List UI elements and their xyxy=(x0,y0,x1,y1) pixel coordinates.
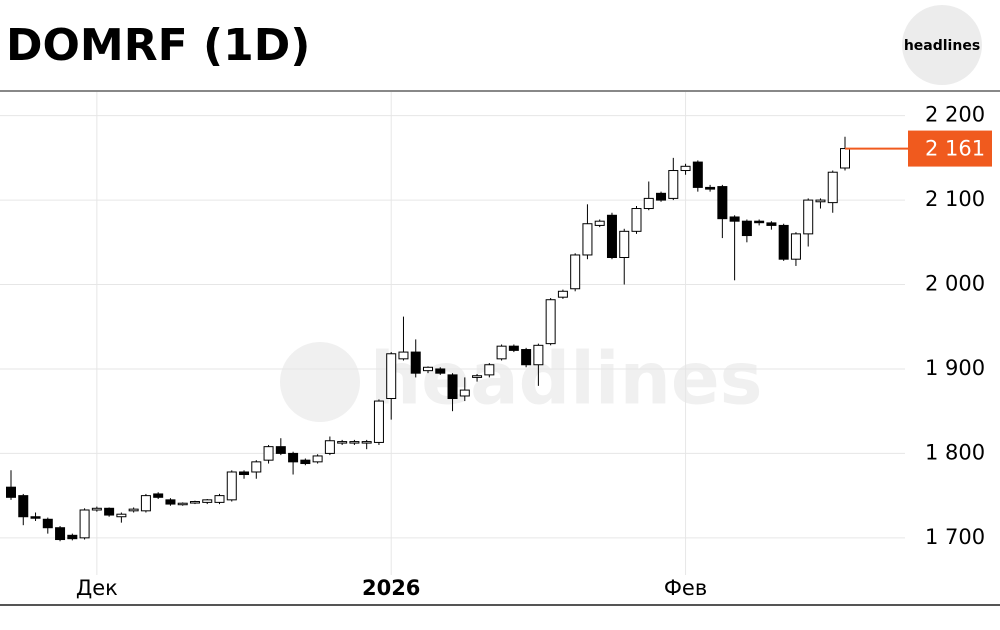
candle-body xyxy=(717,186,728,220)
candle-body xyxy=(6,486,16,498)
candle-body xyxy=(386,353,397,400)
candle-body xyxy=(398,351,409,360)
chart-title: DOMRF (1D) xyxy=(6,20,310,71)
candle-body xyxy=(226,471,237,501)
candle-body xyxy=(803,199,814,235)
candle-body xyxy=(337,441,348,444)
x-tick-label: Дек xyxy=(76,576,118,600)
candle-body xyxy=(18,495,29,518)
candle-body xyxy=(349,441,360,444)
last-price-label: 2 161 xyxy=(925,137,985,161)
candle-body xyxy=(815,199,826,203)
y-tick-label: 1 900 xyxy=(925,356,985,380)
candle-body xyxy=(324,440,335,454)
candle-body xyxy=(67,534,78,540)
candle-body xyxy=(594,220,605,226)
candle-body xyxy=(300,459,311,465)
candle-body xyxy=(275,446,286,454)
candle-body xyxy=(840,148,850,169)
candle-body xyxy=(741,220,752,237)
candle-body xyxy=(521,349,532,366)
candle-body xyxy=(104,507,115,516)
candle-body xyxy=(496,345,507,360)
y-tick-label: 2 100 xyxy=(925,187,985,211)
candle-body xyxy=(656,192,667,201)
candle-body xyxy=(116,513,127,518)
candle-body xyxy=(91,507,102,511)
x-tick-label: Фев xyxy=(664,576,707,600)
candle-body xyxy=(251,461,262,473)
candle-body xyxy=(423,366,433,372)
candle-body xyxy=(263,446,274,461)
watermark-icon xyxy=(280,342,360,422)
candle-body xyxy=(790,233,801,260)
watermark: headlines xyxy=(370,337,763,421)
candle-body xyxy=(410,351,421,374)
candle-body xyxy=(766,222,777,226)
candle-body xyxy=(288,452,299,463)
brand-logo xyxy=(902,5,982,85)
candle-body xyxy=(312,455,323,463)
y-tick-label: 2 200 xyxy=(925,103,985,127)
candle-body xyxy=(435,368,446,374)
candle-body xyxy=(153,493,164,498)
candle-body xyxy=(140,495,151,512)
candle-body xyxy=(619,230,630,259)
candle-body xyxy=(778,224,789,260)
y-tick-label: 1 700 xyxy=(925,525,985,549)
candle-body xyxy=(214,495,225,503)
candle-body xyxy=(545,299,556,345)
candle-body xyxy=(570,254,581,290)
candle-body xyxy=(754,220,765,224)
candle-body xyxy=(177,502,188,506)
candle-body xyxy=(705,186,716,190)
candle-body xyxy=(79,509,90,539)
x-tick-label: 2026 xyxy=(362,576,420,600)
candle-body xyxy=(557,290,568,298)
candle-body xyxy=(606,214,617,259)
candle-body xyxy=(42,518,53,529)
candle-body xyxy=(165,499,176,505)
candle-body xyxy=(668,170,679,199)
candle-body xyxy=(202,499,213,503)
candle-body xyxy=(55,527,66,541)
candle-body xyxy=(827,171,838,204)
candle-body xyxy=(729,216,740,222)
candle-body xyxy=(643,197,654,210)
candle-body xyxy=(30,516,41,519)
candle-body xyxy=(484,364,495,376)
candle-body xyxy=(447,374,458,400)
candle-body xyxy=(692,161,703,188)
candle-body xyxy=(680,165,691,172)
candle-body xyxy=(361,441,372,444)
candle-body xyxy=(508,345,519,351)
candle-body xyxy=(373,400,384,443)
last-price-box xyxy=(908,130,992,167)
candle-body xyxy=(189,501,200,504)
candle-body xyxy=(459,389,470,397)
candle-body xyxy=(631,208,642,232)
y-tick-label: 2 000 xyxy=(925,272,985,296)
y-tick-label: 1 800 xyxy=(925,440,985,464)
candle-body xyxy=(533,344,544,366)
candle-body xyxy=(128,508,139,512)
candle-body xyxy=(239,471,250,476)
candle-body xyxy=(472,375,483,378)
candle-body xyxy=(582,223,593,256)
brand: headlines xyxy=(904,38,980,54)
